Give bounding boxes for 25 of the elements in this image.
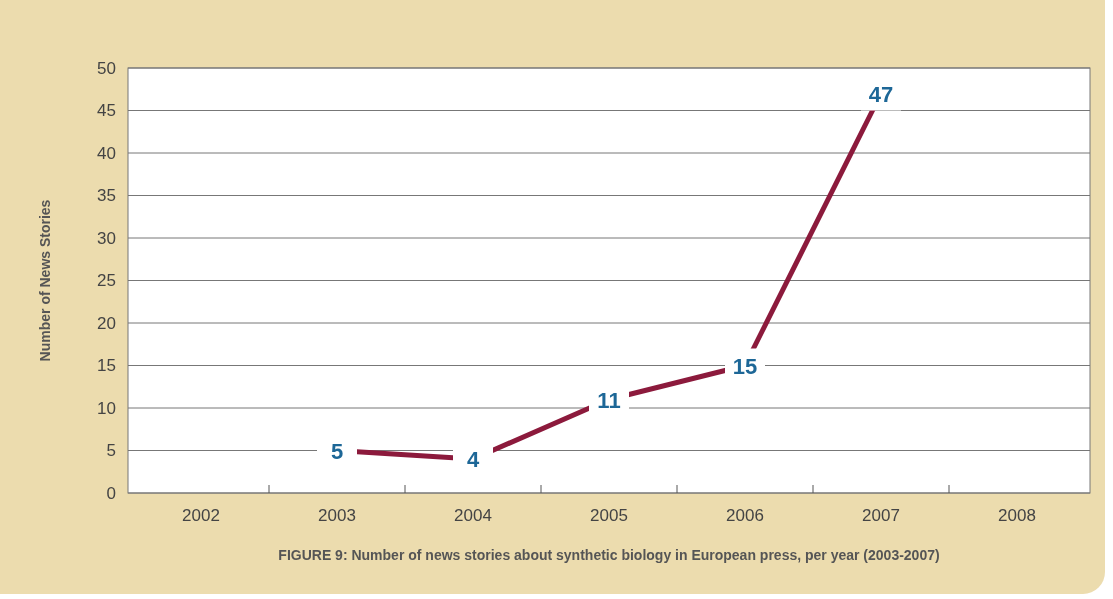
y-tick-label: 45 (97, 101, 116, 121)
caption: FIGURE 9: Number of news stories about synthetic biology in European press, per year (2003-2007) (278, 547, 940, 563)
y-tick-label: 50 (97, 58, 116, 78)
x-tick-label: 2007 (862, 506, 900, 526)
y-tick-label: 10 (97, 398, 116, 418)
y-axis-title: Number of News Stories (37, 199, 53, 362)
data-label: 4 (466, 447, 480, 472)
x-tick-label: 2002 (182, 506, 220, 526)
y-tick-label: 40 (97, 143, 116, 163)
data-label: 5 (330, 438, 344, 464)
data-label: 47 (868, 81, 894, 107)
y-tick-label: 15 (97, 356, 116, 376)
data-label: 15 (732, 353, 758, 379)
y-tick-label: 25 (97, 271, 116, 291)
x-tick-label: 2008 (998, 506, 1036, 526)
y-tick-label: 0 (106, 483, 116, 503)
x-tick-label: 2003 (318, 506, 356, 526)
y-tick-label: 5 (106, 441, 116, 461)
y-tick-label: 30 (97, 228, 116, 248)
x-tick-label: 2004 (454, 506, 492, 526)
y-tick-label: 35 (97, 186, 116, 206)
y-tick-label: 20 (97, 313, 116, 333)
x-tick-label: 2006 (726, 506, 764, 526)
data-label: 11 (597, 387, 621, 413)
x-tick-label: 2005 (590, 506, 628, 526)
